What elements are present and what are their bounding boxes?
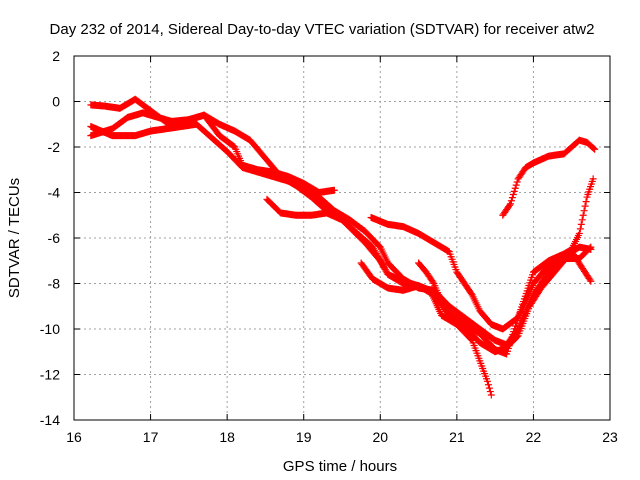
y-tick-label: -12	[40, 367, 60, 383]
series-track-3	[87, 120, 595, 349]
y-axis-label: SDTVAR / TECUs	[6, 178, 23, 298]
data-point	[512, 181, 520, 189]
data-point	[509, 190, 517, 198]
data-point	[483, 377, 491, 385]
x-tick-label: 17	[143, 429, 159, 445]
series-track-8	[499, 136, 599, 219]
x-axis-label: GPS time / hours	[283, 458, 397, 475]
data-point	[485, 384, 493, 392]
data-point	[506, 200, 514, 208]
data-point	[429, 278, 437, 286]
y-tick-label: -6	[48, 230, 61, 246]
y-tick-label: -14	[40, 412, 60, 428]
data-point	[591, 145, 599, 153]
data-point	[580, 207, 588, 215]
y-tick-label: 2	[52, 48, 60, 64]
data-point	[587, 277, 595, 285]
x-tick-label: 16	[66, 429, 82, 445]
data-point	[484, 381, 492, 389]
data-point	[487, 391, 495, 399]
x-tick-label: 20	[372, 429, 388, 445]
data-point	[579, 211, 587, 219]
series-track-4	[263, 195, 595, 356]
data-point	[575, 229, 583, 237]
plot-frame	[73, 55, 611, 421]
data-point	[330, 186, 338, 194]
data-point	[589, 175, 597, 183]
data-point	[578, 216, 586, 224]
series-track-6	[357, 259, 495, 399]
data-point	[506, 201, 513, 209]
data-point	[486, 388, 494, 396]
x-tick-label: 22	[526, 429, 542, 445]
x-tick-label: 21	[449, 429, 465, 445]
y-tick-label: -10	[40, 321, 60, 337]
data-point	[586, 276, 594, 284]
data-point	[444, 310, 452, 318]
series-group	[87, 95, 599, 399]
series-track-5	[367, 175, 597, 333]
data-point	[577, 220, 585, 228]
tick-labels: 16 17 18 19 20 21 22 23 -14 -12 -10 -8 -6 -4 -2 0 2	[40, 48, 618, 445]
data-point	[590, 144, 598, 152]
series-track-7	[415, 259, 453, 319]
data-point	[507, 197, 515, 205]
data-point	[508, 194, 516, 202]
y-tick-label: -4	[48, 185, 61, 201]
data-point	[511, 184, 519, 192]
data-point	[510, 187, 518, 195]
series-track-1	[87, 95, 338, 196]
data-point	[513, 178, 521, 186]
data-point	[445, 311, 453, 319]
x-tick-label: 19	[296, 429, 312, 445]
data-point	[581, 202, 589, 210]
data-point	[582, 198, 590, 206]
data-point	[587, 245, 595, 253]
data-point	[576, 225, 584, 233]
chart-title: Day 232 of 2014, Sidereal Day-to-day VTE…	[50, 21, 595, 38]
x-tick-label: 18	[219, 429, 235, 445]
y-tick-label: 0	[52, 94, 60, 110]
y-tick-label: -2	[48, 139, 61, 155]
y-tick-label: -8	[48, 276, 61, 292]
x-tick-label: 23	[602, 429, 618, 445]
